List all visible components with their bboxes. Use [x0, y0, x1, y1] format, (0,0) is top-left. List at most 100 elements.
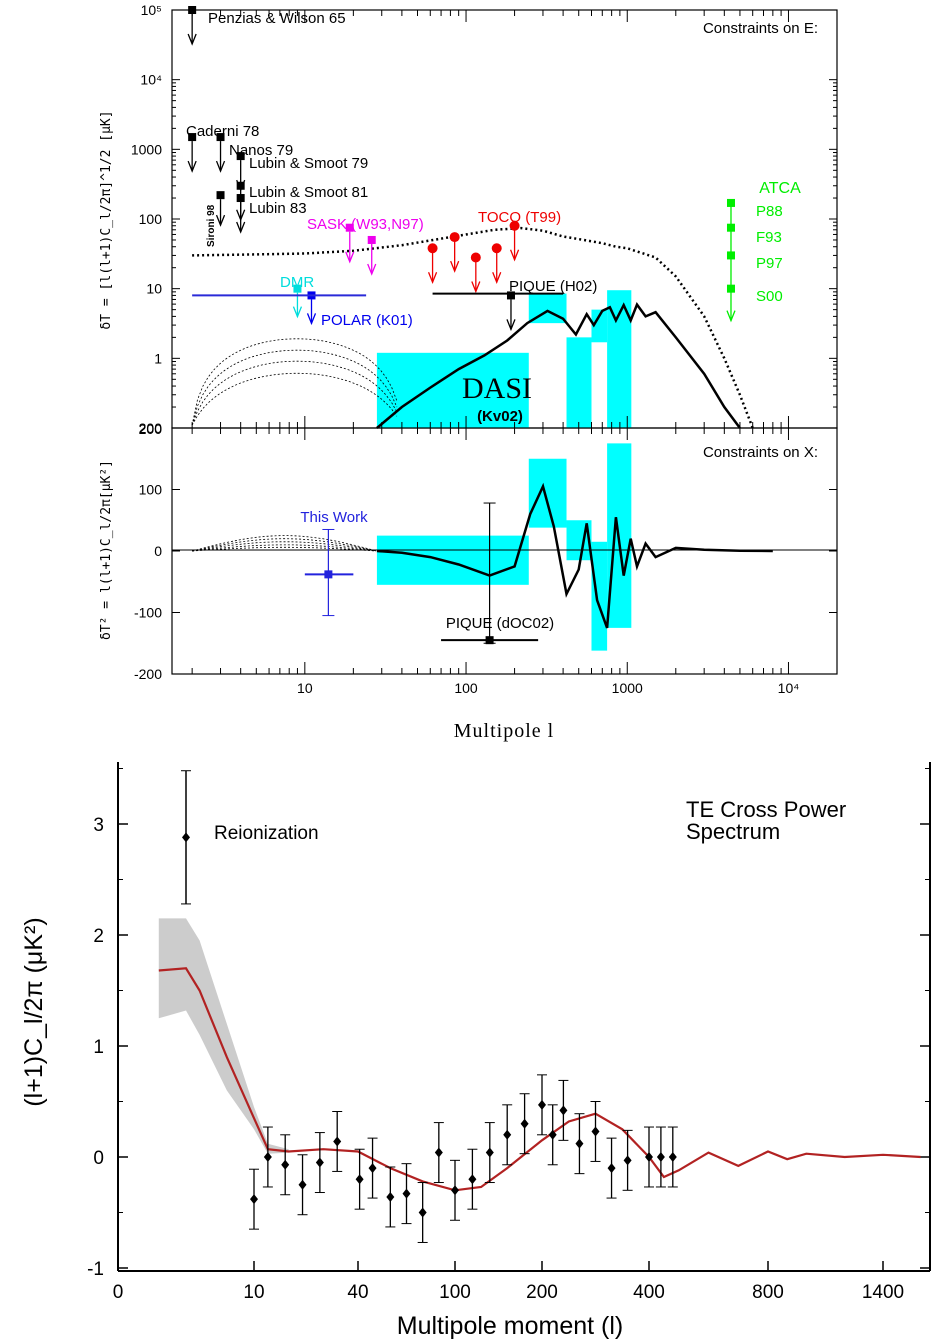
upper-limit-arrowhead — [450, 260, 460, 273]
te-point-marker — [355, 1174, 364, 1185]
x-y-tick-label: -200 — [134, 666, 162, 682]
reionization-te-curve — [191, 535, 376, 552]
te-title-line2: Spectrum — [686, 819, 780, 844]
x-tick-label: 10⁴ — [778, 680, 800, 696]
te-y-tick-label: 1 — [93, 1037, 104, 1058]
te-model-line — [158, 967, 921, 1192]
te-y-tick-label: 3 — [93, 815, 104, 836]
sask-label: SASK (W93,N97) — [307, 216, 424, 233]
te-point-marker — [451, 1185, 459, 1196]
te-point-marker — [315, 1157, 324, 1168]
x-point-marker — [324, 570, 333, 579]
te-point-marker — [386, 1191, 395, 1202]
upper-limit-arrowhead — [215, 160, 226, 173]
te-y-axis-title: (l+1)C_l/2π (μK²) — [20, 917, 48, 1106]
x-y-axis-label: δT² = l(l+1)C_l/2π[μK²] — [99, 460, 114, 640]
upper-limit-arrowhead — [306, 313, 317, 326]
caderni-label: Caderni 78 — [186, 123, 259, 140]
atca-marker — [726, 223, 735, 232]
atca-marker — [726, 251, 735, 260]
e-y-tick-label: 1 — [154, 350, 162, 366]
upper-limit-arrowhead — [345, 251, 355, 264]
te-y-tick-label: 0 — [93, 1148, 104, 1169]
te-x-tick-label: 40 — [347, 1282, 368, 1303]
upper-limit-arrowhead — [187, 33, 197, 46]
lubin-smoot-81-label: Lubin & Smoot 81 — [249, 184, 368, 201]
e-y-tick-label: 10 — [146, 281, 162, 297]
te-x-tick-label: 800 — [752, 1282, 784, 1303]
e-y-tick-label: 200 — [139, 421, 163, 437]
te-point-marker — [559, 1105, 568, 1116]
e-y-tick-label: 10⁵ — [141, 2, 162, 18]
upper-limit-arrowhead — [471, 281, 481, 294]
dasi-label: DASI — [462, 372, 532, 405]
pique-h02-label: PIQUE (H02) — [509, 278, 597, 295]
te-model-curve — [376, 482, 773, 629]
e-y-ticks: 10⁵ 10⁴ 1000 100 10 1 200 — [131, 2, 837, 437]
upper-limit-marker — [470, 252, 481, 263]
polar-label: POLAR (K01) — [321, 312, 413, 329]
upper-limit-arrowhead — [506, 319, 516, 332]
te-point-marker — [503, 1129, 512, 1140]
dasi-x-bin — [591, 541, 608, 651]
e-upper-limits — [187, 6, 736, 332]
dasi-x-bin — [528, 458, 567, 528]
e-panel-annotation: Constraints on E: — [703, 20, 818, 37]
te-point-marker — [434, 1147, 443, 1158]
te-point-marker — [591, 1126, 600, 1137]
te-point-marker — [263, 1152, 272, 1162]
reionization-label: Reionization — [214, 823, 319, 844]
e-y-tick-label: 100 — [139, 211, 163, 227]
te-point-marker — [656, 1152, 665, 1162]
dmr-label: DMR — [280, 274, 314, 291]
this-work-label: This Work — [300, 509, 368, 526]
upper-limit-marker — [236, 181, 245, 190]
reionization-te-curve — [192, 541, 376, 552]
te-point-marker — [548, 1129, 557, 1140]
te-variance-band-shape — [158, 918, 289, 1154]
upper-limit-marker — [449, 232, 460, 243]
upper-limit-arrowhead — [236, 221, 246, 234]
x-panel-annotation: Constraints on X: — [703, 444, 818, 461]
te-point-marker — [468, 1174, 477, 1185]
reionization-model-curve — [191, 360, 398, 426]
upper-limit-arrowhead — [292, 306, 303, 319]
reionization-marker — [182, 832, 190, 843]
upper-limit-marker — [236, 152, 245, 161]
x-tick-label: 100 — [454, 680, 478, 696]
sironi-label: Sironi 98 — [206, 204, 217, 247]
te-model-curve — [158, 967, 921, 1192]
te-variance-band — [158, 918, 289, 1154]
te-point-marker — [645, 1152, 653, 1162]
te-point-marker — [281, 1159, 290, 1170]
upper-limit-marker — [506, 291, 515, 300]
lubin-83-label: Lubin 83 — [249, 200, 307, 217]
pique-doc02-label: PIQUE (dOC02) — [446, 615, 554, 632]
upper-limit-arrowhead — [367, 263, 377, 276]
te-y-tick-label: 2 — [93, 926, 104, 947]
lubin-smoot-79-label: Lubin & Smoot 79 — [249, 155, 368, 172]
e-model-curves — [191, 226, 754, 429]
atca-label: ATCA — [759, 180, 801, 197]
te-point-marker — [418, 1207, 427, 1218]
upper-limit-marker — [188, 133, 197, 142]
dasi-e-bin — [376, 352, 529, 428]
upper-limit-marker — [427, 243, 438, 254]
reionization-model-curve — [191, 372, 398, 426]
toco-label: TOCO (T99) — [478, 209, 561, 226]
te-point-marker — [402, 1188, 411, 1199]
te-point-marker — [668, 1152, 677, 1162]
x-points — [304, 502, 539, 645]
reionization-te-curve — [192, 546, 376, 552]
upper-limit-arrowhead — [509, 249, 520, 262]
te-point-marker — [538, 1099, 546, 1110]
upper-limit-arrowhead — [492, 272, 502, 285]
upper-limit-marker — [236, 194, 245, 203]
upper-limit-arrowhead — [427, 272, 438, 285]
atca-marker — [726, 198, 735, 207]
x-tick-label: 10 — [297, 680, 313, 696]
dasi-e-bin — [591, 309, 608, 343]
